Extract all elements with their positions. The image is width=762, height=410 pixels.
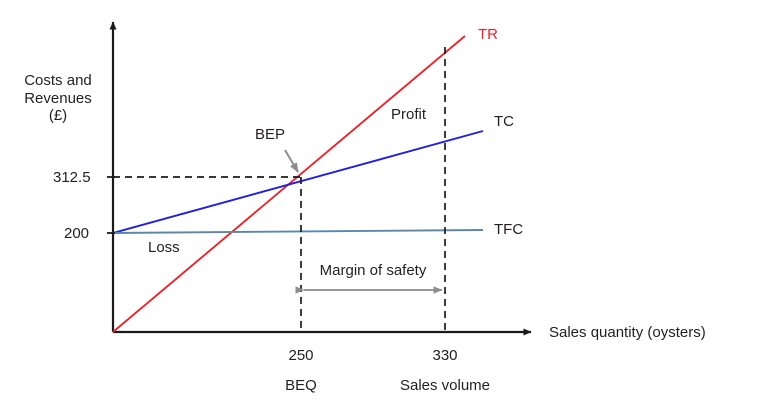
y-axis-title: Costs and Revenues (£) (8, 72, 108, 125)
annotation-bep: BEP (255, 126, 286, 143)
series-line-tfc (112, 229, 484, 234)
bep-pointer-arrow (284, 149, 299, 173)
series-line-tc (112, 130, 484, 234)
series-label-tr: TR (478, 26, 498, 43)
series-label-tc: TC (494, 113, 514, 130)
x-tick-label-250: 250 (288, 347, 314, 364)
x-tick-sublabel-sales-volume: Sales volume (399, 377, 491, 394)
annotation-loss: Loss (148, 239, 180, 256)
y-axis-title-line1: Costs and (24, 72, 92, 89)
series-label-tfc: TFC (494, 221, 524, 238)
x-tick-label-330: 330 (432, 347, 458, 364)
annotation-margin-of-safety: Margin of safety (319, 262, 427, 279)
y-axis-title-line2: Revenues (24, 89, 92, 107)
x-tick-sublabel-beq: BEQ (285, 377, 317, 394)
y-axis-title-line3: (£) (48, 107, 68, 125)
y-tick-label-312: 312.5 (53, 169, 91, 186)
y-tick-label-200: 200 (64, 225, 90, 242)
annotation-profit: Profit (391, 106, 427, 123)
x-axis-title: Sales quantity (oysters) (549, 324, 706, 341)
